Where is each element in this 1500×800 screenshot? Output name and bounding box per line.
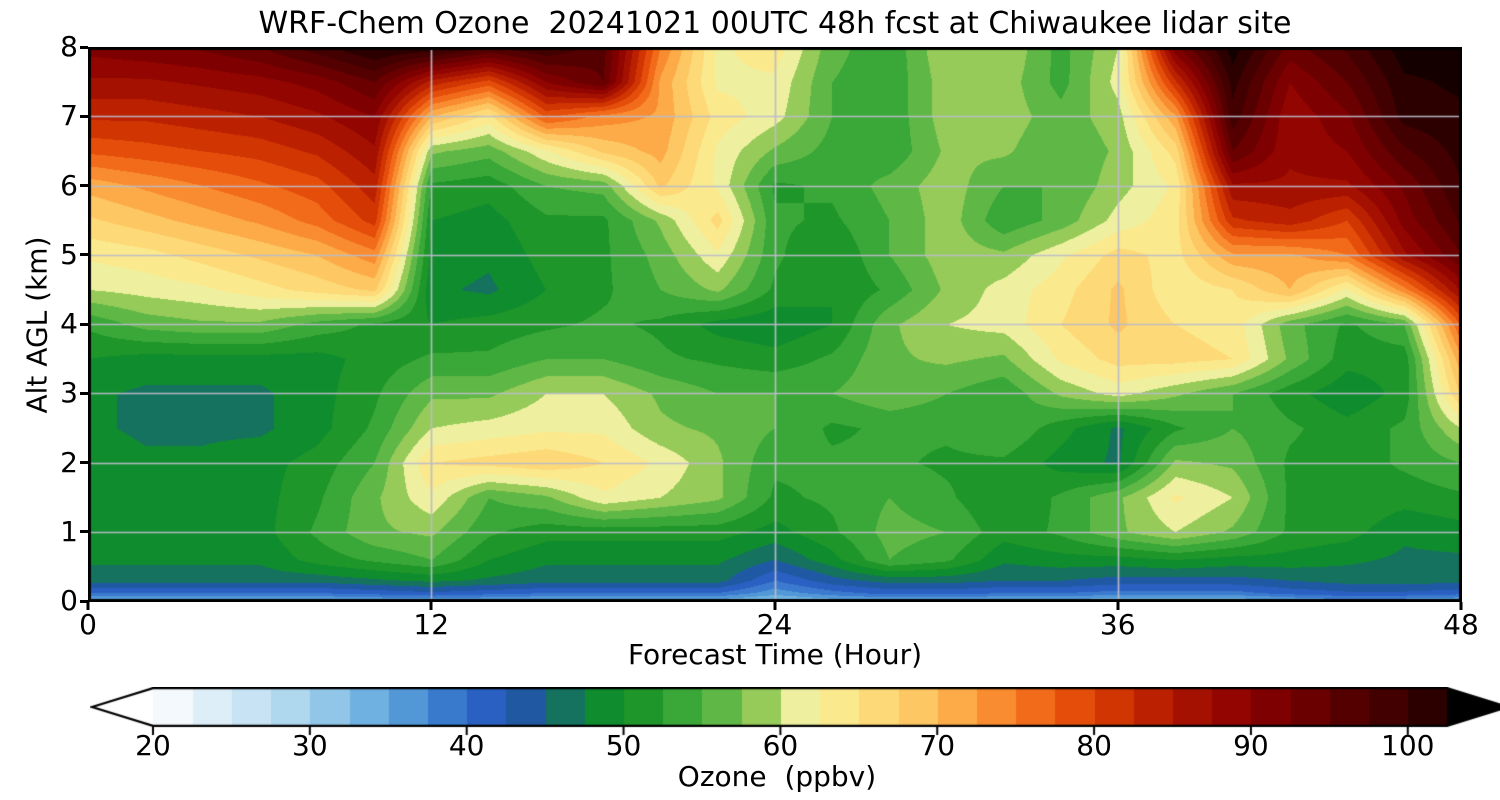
x-tick-label: 12 — [413, 608, 450, 641]
x-tick-label: 36 — [1099, 608, 1136, 641]
colorbar-label: Ozone (ppbv) — [677, 760, 877, 793]
y-tick-mark — [80, 599, 88, 603]
x-tick-mark — [773, 602, 776, 610]
colorbar-tick-label: 60 — [762, 729, 799, 762]
x-tick-mark — [429, 602, 433, 610]
colorbar-tick-label: 30 — [292, 729, 328, 762]
y-tick-mark — [80, 253, 88, 257]
x-tick-label: 24 — [756, 608, 793, 641]
colorbar-tick-label: 20 — [135, 729, 171, 762]
y-tick-label: 3 — [60, 376, 78, 410]
y-tick-mark — [80, 45, 88, 49]
y-tick-label: 4 — [60, 307, 78, 340]
colorbar-tick-label: 80 — [1076, 729, 1112, 762]
colorbar-tick-label: 100 — [1381, 729, 1435, 762]
x-tick-label: 0 — [79, 608, 97, 641]
colorbar-canvas — [90, 687, 1500, 739]
colorbar-tick-label: 40 — [448, 729, 485, 762]
x-axis-label: Forecast Time (Hour) — [627, 638, 923, 671]
x-tick-mark — [86, 602, 90, 610]
y-tick-mark — [80, 391, 88, 395]
y-tick-mark — [80, 114, 88, 118]
x-tick-mark — [1116, 602, 1120, 610]
y-tick-label: 8 — [60, 30, 78, 63]
y-tick-mark — [80, 184, 88, 187]
chart-title: WRF-Chem Ozone 20241021 00UTC 48h fcst a… — [258, 6, 1292, 41]
colorbar-tick-label: 70 — [919, 729, 956, 762]
x-tick-mark — [1459, 602, 1463, 610]
y-tick-label: 0 — [60, 584, 78, 617]
y-tick-mark — [80, 322, 88, 326]
y-tick-label: 6 — [60, 168, 78, 202]
colorbar-tick-label: 90 — [1233, 729, 1269, 762]
y-tick-label: 5 — [60, 237, 78, 271]
x-tick-label: 48 — [1443, 608, 1479, 641]
y-tick-mark — [80, 461, 88, 464]
y-tick-label: 1 — [60, 514, 78, 548]
heatmap-canvas — [88, 47, 1462, 602]
y-tick-label: 7 — [60, 99, 78, 133]
colorbar-tick-label: 50 — [605, 729, 642, 762]
y-tick-mark — [80, 530, 88, 534]
y-tick-label: 2 — [60, 445, 78, 479]
